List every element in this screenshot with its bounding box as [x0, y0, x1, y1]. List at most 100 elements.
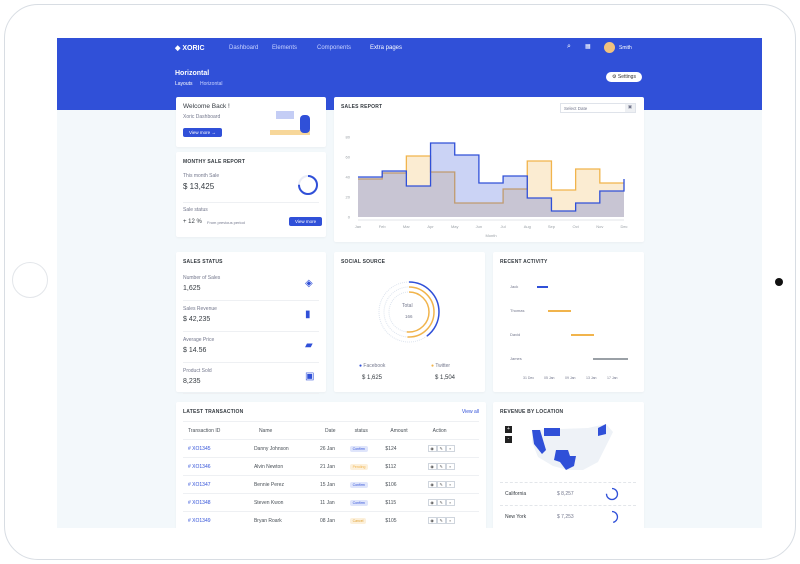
location-progress-ring	[605, 510, 619, 524]
edit-icon[interactable]: ✎	[436, 517, 446, 525]
home-button	[12, 262, 48, 298]
transaction-id-link[interactable]: # XO1349	[183, 511, 254, 528]
transaction-id-link[interactable]: # XO1347	[183, 475, 254, 494]
edit-icon[interactable]: ✎	[436, 499, 446, 506]
social-source-card: SOCIAL SOURCE Total 166 ● Facebook ● Twi…	[334, 252, 485, 392]
status-item-value: $ 14.56	[183, 347, 207, 354]
activity-person: Thomas	[510, 308, 525, 313]
transaction-date: 08 Jan	[319, 511, 350, 528]
nav-extra-pages[interactable]: Extra pages	[370, 45, 403, 51]
grid-icon[interactable]: ▦	[585, 44, 591, 50]
month-sale-label: This month Sale	[183, 173, 220, 179]
transaction-id-link[interactable]: # XO1346	[183, 457, 254, 476]
view-icon[interactable]: ◉	[427, 499, 437, 506]
x-axis-label: Month	[485, 233, 496, 238]
new-york-region	[598, 424, 606, 436]
breadcrumb-current: Horizontal	[200, 81, 223, 87]
location-name: New York	[505, 514, 527, 520]
view-icon[interactable]: ◉	[427, 481, 437, 488]
sales-status-item: Product Sold 8,235 ▣	[183, 365, 319, 394]
welcome-title: Welcome Back !	[183, 103, 230, 110]
x-tick-label: Nov	[596, 224, 603, 229]
sales-status-item: Number of Sales 1,625 ◈	[183, 272, 319, 301]
x-tick-label: Jun	[476, 224, 482, 229]
social-title: SOCIAL SOURCE	[341, 259, 386, 265]
avatar[interactable]	[604, 42, 615, 53]
legend-twitter: ● Twitter	[431, 363, 450, 369]
transaction-amount: $124	[385, 439, 428, 458]
location-row: New York $ 7,253	[500, 505, 636, 527]
layers-icon: ◈	[305, 278, 313, 289]
status-badge: Confirm	[349, 445, 368, 452]
column-header: Amount	[385, 421, 428, 440]
sales-report-card: SALES REPORT Select Date ▣ 0 20 40 60 80 Jan Fe…	[334, 97, 644, 242]
twitter-arc	[383, 286, 435, 338]
transaction-id-link[interactable]: # XO1348	[183, 493, 254, 512]
column-header: Date	[319, 421, 350, 440]
location-name: California	[505, 491, 527, 497]
x-tick-label: Dec	[620, 224, 627, 229]
brand-name: XORIC	[182, 45, 205, 52]
view-all-link[interactable]: View all	[461, 409, 479, 415]
delete-icon[interactable]: ▪	[445, 463, 455, 470]
edit-icon[interactable]: ✎	[436, 463, 446, 470]
view-icon[interactable]: ◉	[427, 445, 437, 452]
activity-bar	[548, 310, 571, 312]
total-label: Total	[402, 303, 413, 309]
brand-logo[interactable]: ◆ XORIC	[175, 45, 205, 52]
status-badge: Pending	[349, 463, 369, 470]
series-line	[358, 142, 625, 212]
x-tick-label: Sep	[548, 224, 556, 229]
box-icon: ▣	[305, 371, 315, 382]
revenue-location-card: REVENUE BY LOCATION + - California $ 8,25…	[493, 402, 644, 528]
delete-icon[interactable]: ▪	[445, 517, 455, 525]
series-area	[358, 156, 624, 217]
activity-title: RECENT ACTIVITY	[500, 259, 548, 265]
delete-icon[interactable]: ▪	[445, 499, 455, 506]
activity-tick: 05 Jan	[544, 376, 555, 380]
x-tick-label: Apr	[427, 224, 434, 229]
table-row: # XO1346 Alvin Newton 21 Jan Pending $112 ◉ ✎ ▪	[183, 457, 479, 476]
customer-name: Danny Johnson	[253, 439, 320, 458]
transaction-amount: $105	[385, 511, 428, 528]
monthly-view-more-button[interactable]: View more	[289, 217, 323, 226]
view-icon[interactable]: ◉	[427, 517, 437, 525]
sales-report-title: SALES REPORT	[341, 104, 383, 110]
facebook-arc	[378, 281, 440, 343]
edit-icon[interactable]: ✎	[436, 445, 446, 452]
texas-region	[554, 450, 576, 470]
transaction-id-link[interactable]: # XO1345	[183, 439, 254, 458]
sales-status-item: Average Price $ 14.56 ▰	[183, 334, 319, 363]
settings-button[interactable]: ⚙ Settings	[606, 72, 642, 82]
monthly-sale-card: MONTHY SALE REPORT This month Sale $ 13,…	[176, 152, 326, 237]
activity-tick: 31 Dec	[523, 376, 535, 380]
transaction-amount: $106	[385, 475, 428, 494]
user-menu[interactable]: Smith	[619, 45, 632, 51]
view-icon[interactable]: ◉	[427, 463, 437, 470]
breadcrumb-layouts[interactable]: Layouts	[175, 81, 193, 87]
nav-dashboard[interactable]: Dashboard	[229, 45, 259, 51]
delete-icon[interactable]: ▪	[445, 445, 455, 452]
map-zoom-in-button[interactable]: +	[505, 426, 512, 433]
calendar-icon[interactable]: ▣	[625, 104, 635, 112]
recent-activity-card: RECENT ACTIVITY Jack Thomas David James 31 D…	[493, 252, 644, 392]
view-more-button[interactable]: View more →	[183, 128, 222, 137]
status-item-value: 8,235	[183, 378, 201, 385]
map-zoom-out-button[interactable]: -	[505, 436, 512, 443]
x-tick-label: Oct	[573, 224, 580, 229]
nav-components[interactable]: Components	[317, 45, 352, 51]
date-input[interactable]: Select Date ▣	[560, 103, 636, 113]
transactions-title: LATEST TRANSACTION	[183, 409, 244, 415]
california-region	[532, 430, 546, 454]
sales-status-item: Sales Revenue $ 42,235 ▮	[183, 303, 319, 332]
legend-facebook: ● Facebook	[359, 363, 385, 369]
edit-icon[interactable]: ✎	[436, 481, 446, 488]
nav-elements[interactable]: Elements	[272, 45, 298, 51]
search-icon[interactable]: ⌕	[567, 43, 571, 50]
y-tick-label: 40	[346, 175, 351, 180]
transactions-table: Transaction ID Name Date status Amount Action…	[183, 421, 479, 528]
facebook-value: $ 1,625	[362, 375, 383, 381]
delete-icon[interactable]: ▪	[445, 481, 455, 488]
table-row: # XO1348 Steven Kwon 11 Jan Confirm $115 ◉ ✎ ▪	[183, 493, 479, 512]
location-row: California $ 8,257	[500, 482, 636, 504]
